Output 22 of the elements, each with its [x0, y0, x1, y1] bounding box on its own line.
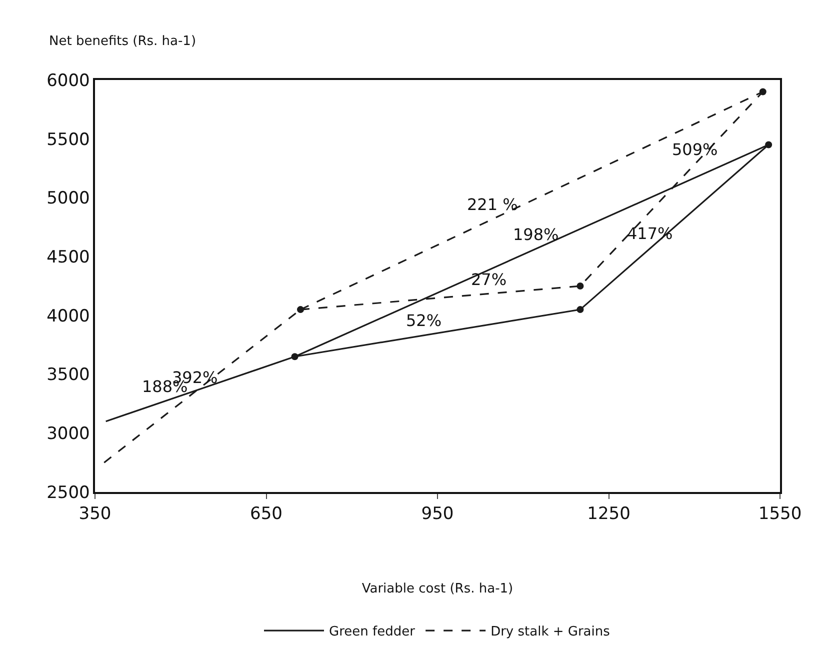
y-tick-label: 3000 — [46, 424, 90, 444]
y-tick-label: 5000 — [46, 188, 90, 209]
x-tick-label: 350 — [78, 504, 112, 524]
y-tick-label: 3500 — [46, 365, 90, 386]
x-tick-label: 950 — [421, 504, 454, 524]
y-axis-title: Net benefits (Rs. ha-1) — [49, 34, 196, 49]
y-tick-label: 4500 — [46, 248, 90, 268]
x-tick-label: 1250 — [587, 504, 630, 524]
annotation: 509% — [672, 140, 718, 159]
x-axis-title: Variable cost (Rs. ha-1) — [362, 581, 514, 596]
x-tick-label: 1550 — [758, 504, 802, 524]
y-tick-label: 5500 — [46, 130, 90, 150]
annotation: 27% — [471, 270, 507, 289]
annotation: 198% — [513, 225, 559, 244]
x-tick-label: 650 — [250, 504, 282, 524]
annotation: 221 % — [467, 195, 518, 214]
y-tick-label: 4000 — [46, 306, 90, 326]
y-tick-label: 2500 — [46, 482, 90, 503]
legend-label: Green fedder — [329, 624, 416, 640]
annotation: 52% — [406, 311, 442, 330]
y-tick-label: 6000 — [46, 70, 90, 91]
legend-label: Dry stalk + Grains — [490, 624, 610, 640]
